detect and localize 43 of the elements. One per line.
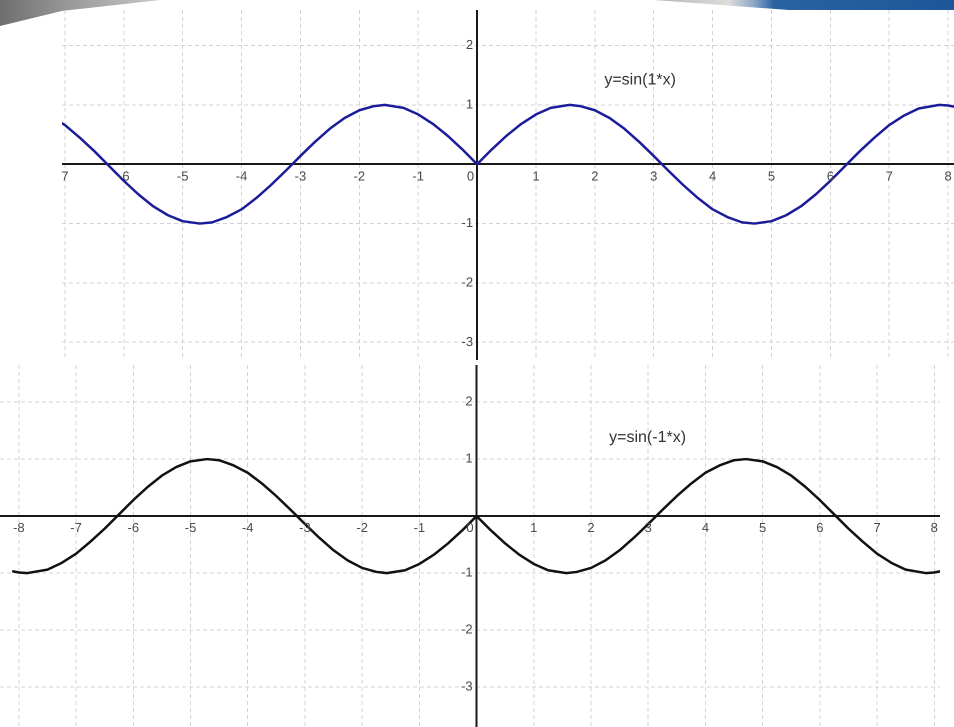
x-tick-label: 1: [530, 520, 538, 536]
x-tick-label: 6: [816, 520, 824, 536]
y-tick-label: -1: [462, 215, 474, 230]
series-label: y=sin(1*x): [604, 71, 676, 88]
x-tick-label: -4: [236, 168, 248, 184]
x-tick-label: -1: [414, 520, 426, 536]
x-tick-label: -4: [242, 520, 254, 536]
y-tick-label: -1: [461, 564, 473, 580]
x-tick-label: -7: [70, 520, 82, 536]
text: y=sin(-1*x): [609, 428, 686, 446]
x-tick-label: 5: [768, 168, 776, 184]
y-tick-label: 2: [465, 394, 473, 409]
y-tick-label: 1: [466, 96, 474, 112]
x-tick-label: 3: [650, 168, 658, 184]
x-tick-label: 1: [532, 168, 540, 184]
x-tick-label: -2: [356, 520, 368, 536]
x-tick-label: -1: [412, 168, 424, 184]
y-tick-label: -2: [461, 622, 473, 637]
x-tick-label: -5: [184, 520, 196, 536]
y-tick-label: -2: [462, 274, 474, 290]
x-tick-label: 2: [587, 520, 595, 536]
x-tick-label: 7: [886, 168, 893, 184]
y-tick-label: 1: [465, 450, 473, 466]
x-tick-label: -2: [354, 168, 366, 184]
x-tick-label: 2: [591, 168, 598, 184]
x-tick-label: 8: [930, 520, 938, 536]
x-tick-label: -6: [128, 520, 140, 536]
y-tick-label: 2: [466, 37, 474, 52]
x-tick-label: -5: [176, 168, 188, 184]
x-tick-label: -3: [294, 168, 306, 184]
x-tick-label: 5: [759, 520, 766, 536]
x-tick-label: 4: [708, 168, 716, 184]
y-tick-label: -3: [462, 334, 474, 349]
y-tick-label: -3: [461, 678, 473, 694]
x-tick-label: 0: [466, 168, 474, 184]
x-tick-label: -8: [13, 520, 25, 536]
x-tick-label: 7: [873, 520, 881, 536]
x-tick-label: 0: [466, 520, 474, 536]
x-tick-label: 8: [944, 168, 952, 184]
x-tick-label: 7: [61, 168, 69, 184]
x-tick-label: 6: [826, 168, 834, 184]
x-tick-label: 4: [702, 520, 710, 536]
x-tick-label: -6: [118, 168, 130, 184]
